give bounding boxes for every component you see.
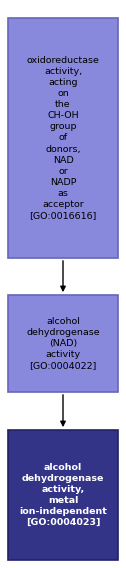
- Text: oxidoreductase
activity,
acting
on
the
CH-OH
group
of
donors,
NAD
or
NADP
as
acc: oxidoreductase activity, acting on the C…: [27, 56, 99, 220]
- FancyBboxPatch shape: [8, 430, 118, 560]
- Text: alcohol
dehydrogenase
activity,
metal
ion-independent
[GO:0004023]: alcohol dehydrogenase activity, metal io…: [19, 463, 107, 527]
- FancyBboxPatch shape: [8, 295, 118, 392]
- Text: alcohol
dehydrogenase
(NAD)
activity
[GO:0004022]: alcohol dehydrogenase (NAD) activity [GO…: [26, 317, 100, 370]
- FancyBboxPatch shape: [8, 18, 118, 258]
